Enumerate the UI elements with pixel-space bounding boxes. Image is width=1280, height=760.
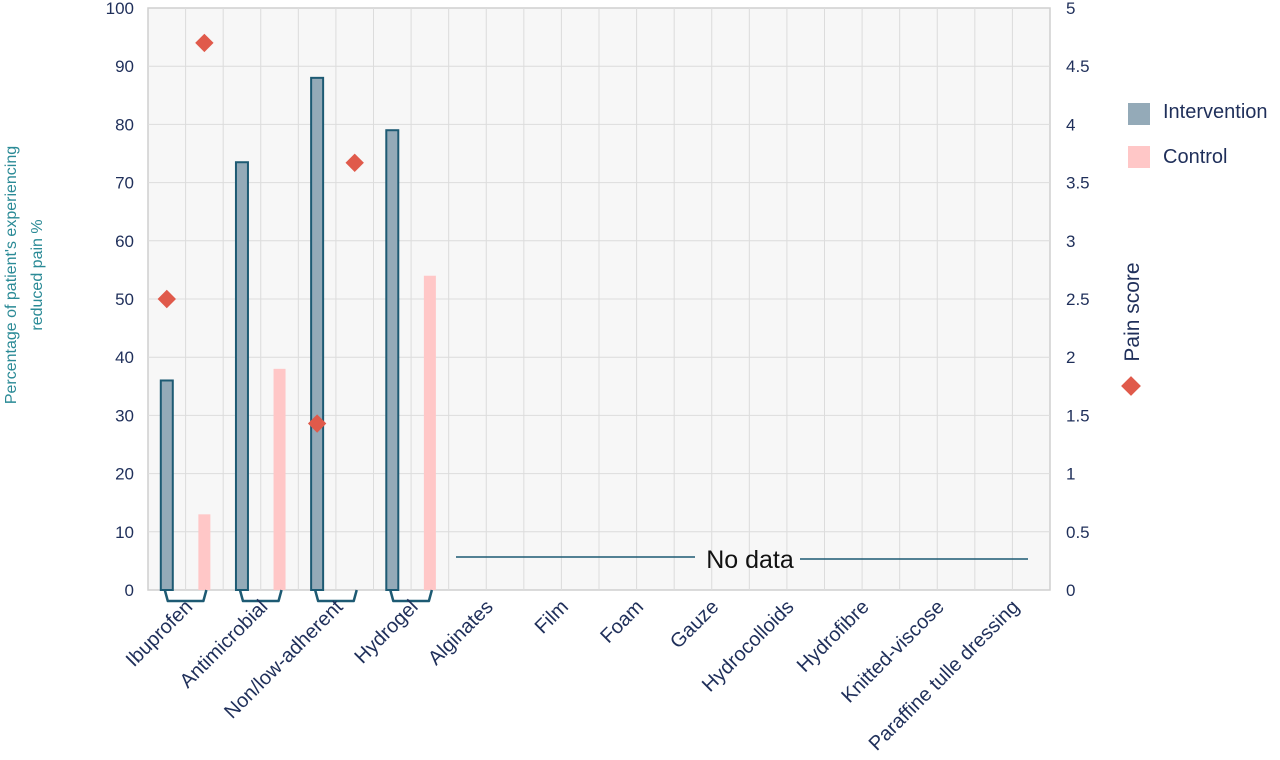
- left-axis-tick-label: 10: [115, 523, 134, 542]
- category-label: Film: [531, 596, 573, 638]
- bars: [159, 76, 436, 592]
- legend: Intervention Control: [1128, 101, 1268, 168]
- right-axis-tick-label: 2.5: [1066, 290, 1090, 309]
- left-axis-tick-label: 100: [106, 0, 134, 18]
- right-axis-tick-label: 4: [1066, 115, 1075, 134]
- pain-score-marker-intervention: [307, 414, 327, 433]
- pair-brackets: [163, 589, 434, 603]
- axis-ticks: 0 10 20 30 40 50 60 70 80 90 100 0 0.5 1 1.5 2 2.5 3 3.5 4 4…: [106, 0, 1090, 600]
- bar-intervention: [310, 76, 325, 591]
- bar-control: [273, 368, 286, 590]
- left-axis-tick-label: 70: [115, 174, 134, 193]
- pain-score-marker-control: [195, 33, 214, 53]
- bar-intervention: [234, 161, 249, 591]
- left-axis-tick-label: 20: [115, 465, 134, 484]
- bar-control: [423, 275, 436, 590]
- left-axis-tick-label: 60: [115, 232, 134, 251]
- right-axis-tick-label: 1: [1066, 465, 1075, 484]
- right-axis-tick-label: 4.5: [1066, 57, 1090, 76]
- left-axis-tick-label: 80: [115, 115, 134, 134]
- category-label: Ibuprofen: [122, 596, 197, 671]
- nodata-annotation: No data: [456, 546, 1028, 574]
- legend-swatch-intervention: [1128, 103, 1150, 125]
- pain-score-marker-intervention: [157, 289, 176, 309]
- nodata-label: No data: [706, 546, 794, 574]
- right-axis-tick-label: 3.5: [1066, 174, 1090, 193]
- pain-markers: [157, 33, 364, 433]
- pair-bracket: [389, 589, 434, 603]
- right-axis-tick-label: 2: [1066, 348, 1075, 367]
- category-label: Hydrofibre: [793, 596, 874, 677]
- left-axis-title-line-2: reduced pain %: [29, 219, 46, 330]
- pair-bracket: [238, 589, 283, 603]
- left-axis-tick-label: 40: [115, 348, 134, 367]
- right-axis-tick-label: 5: [1066, 0, 1075, 18]
- category-label: Gauze: [666, 596, 723, 653]
- category-label: Foam: [596, 596, 648, 648]
- left-axis-title: Percentage of patient's experiencing red…: [3, 146, 46, 404]
- right-axis-title: Pain score: [1121, 262, 1144, 396]
- left-axis-tick-label: 90: [115, 57, 134, 76]
- left-axis-tick-label: 50: [115, 290, 134, 309]
- pair-bracket: [163, 589, 208, 603]
- pain-score-marker-control: [345, 153, 364, 173]
- bar-intervention: [159, 379, 174, 592]
- pair-bracket: [313, 589, 358, 603]
- right-axis-tick-label: 0: [1066, 581, 1075, 600]
- category-label: Hydrogel: [350, 596, 422, 668]
- bar-control: [198, 514, 211, 590]
- right-axis-tick-label: 0.5: [1066, 523, 1090, 542]
- bar-intervention: [385, 129, 400, 591]
- legend-label-control: Control: [1163, 146, 1227, 168]
- legend-swatch-control: [1128, 146, 1150, 168]
- category-label: Alginates: [424, 596, 498, 670]
- left-axis-tick-label: 0: [125, 581, 134, 600]
- pain-score-legend-marker: [1121, 376, 1141, 396]
- right-axis-tick-label: 1.5: [1066, 406, 1090, 425]
- left-axis-title-line-1: Percentage of patient's experiencing: [3, 146, 20, 404]
- legend-label-intervention: Intervention: [1163, 101, 1268, 123]
- left-axis-tick-label: 30: [115, 406, 134, 425]
- right-axis-title-text: Pain score: [1121, 262, 1144, 361]
- right-axis-tick-label: 3: [1066, 232, 1075, 251]
- category-label: Paraffine tulle dressing: [865, 596, 1024, 755]
- grid: [148, 8, 1050, 590]
